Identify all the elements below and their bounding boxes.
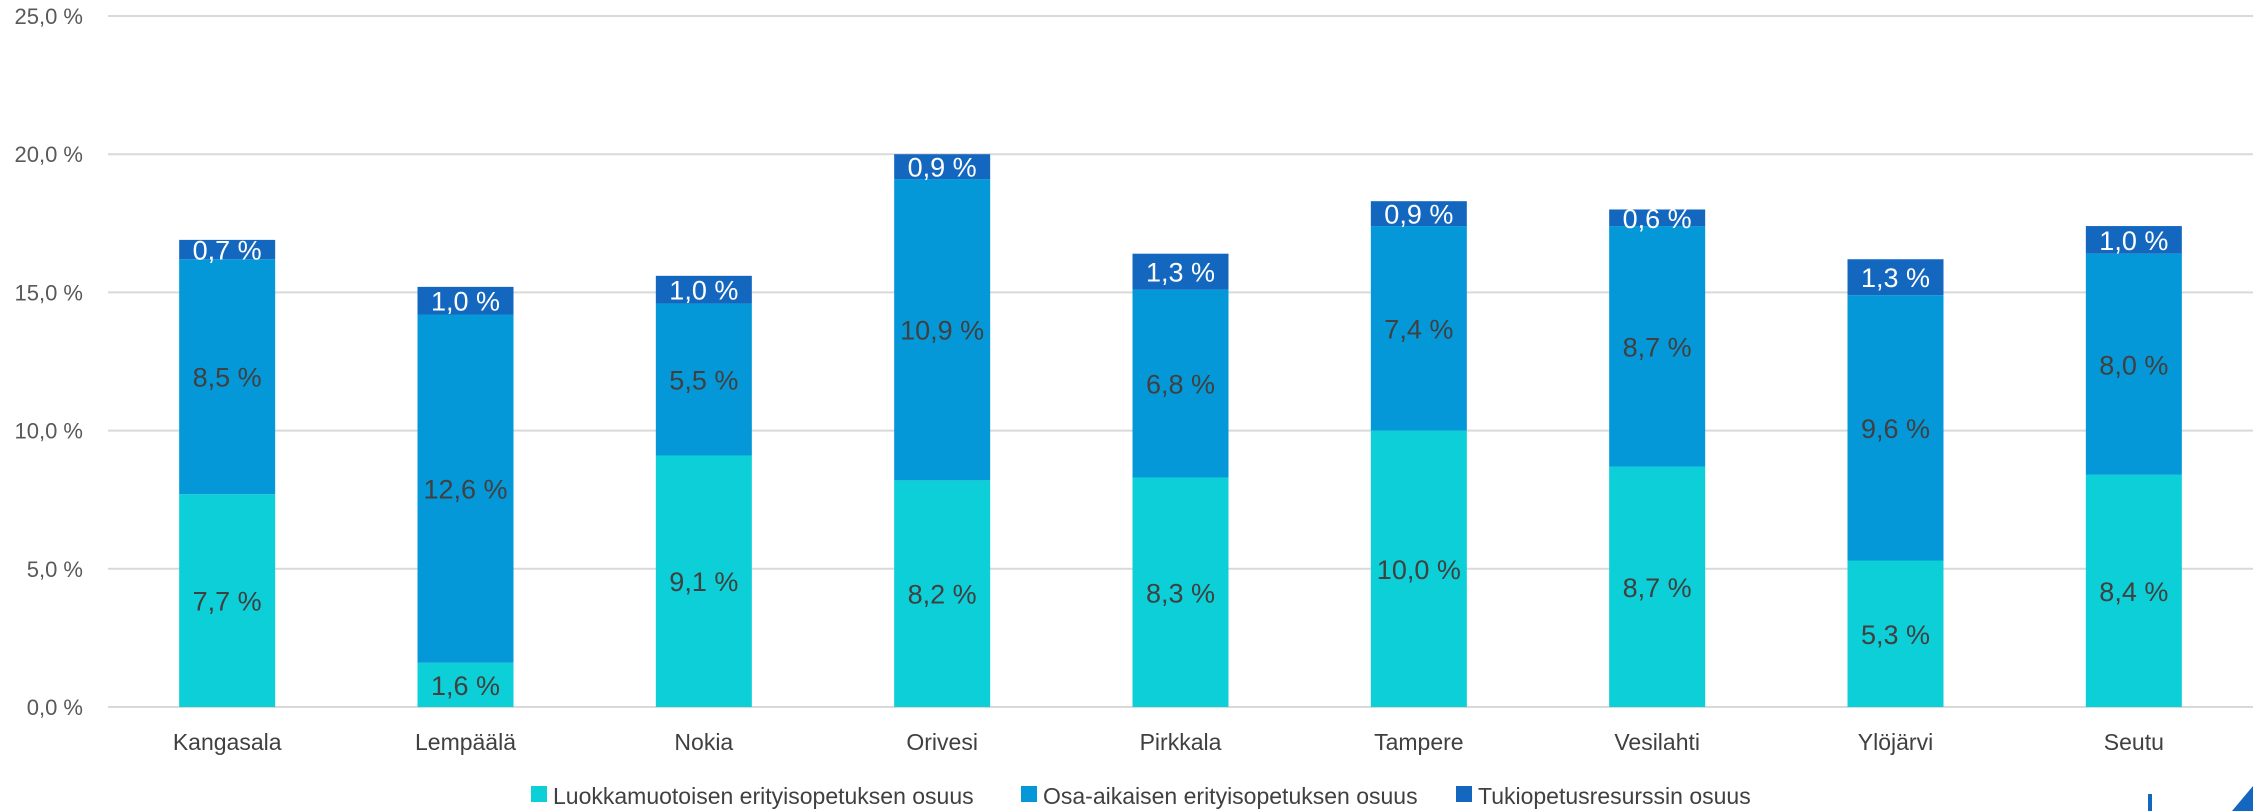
y-tick-label: 20,0 %	[15, 142, 84, 167]
y-tick-label: 5,0 %	[27, 557, 83, 582]
y-tick-label: 25,0 %	[15, 4, 84, 29]
bar-stack-orivesi: 8,2 % 10,9 % 0,9 %	[894, 153, 991, 707]
x-category-label: Lempäälä	[415, 729, 516, 755]
bar-segment	[1847, 295, 1944, 561]
x-category-label: Kangasala	[173, 729, 282, 755]
y-axis-tick-labels: 0,0 % 5,0 % 10,0 % 15,0 % 20,0 % 25,0 %	[15, 4, 84, 720]
data-label: 0,9 %	[1384, 200, 1453, 230]
data-label: 1,0 %	[2099, 226, 2168, 256]
data-label: 1,6 %	[431, 671, 500, 701]
logo-fragment	[2148, 786, 2253, 811]
data-label: 10,0 %	[1377, 555, 1461, 585]
bar-segment	[894, 154, 991, 180]
data-label: 0,9 %	[908, 153, 977, 183]
data-label: 12,6 %	[423, 475, 507, 505]
data-label: 8,3 %	[1146, 578, 1215, 608]
bar-segment	[179, 494, 276, 707]
bar-segment	[417, 314, 514, 663]
bar-segment	[179, 259, 276, 495]
data-label: 8,5 %	[193, 363, 262, 393]
bar-segment	[1132, 253, 1229, 290]
bar-segment	[894, 179, 991, 481]
bar-segment	[655, 275, 752, 304]
data-label: 7,7 %	[193, 587, 262, 617]
bar-segment	[2085, 474, 2182, 707]
legend-swatch	[1456, 786, 1472, 802]
legend-label: Tukiopetusresurssin osuus	[1478, 783, 1751, 809]
data-label: 8,2 %	[908, 580, 977, 610]
bar-segment	[2085, 226, 2182, 254]
legend-swatch	[531, 786, 547, 802]
bar-segment	[1847, 259, 1944, 296]
x-category-label: Ylöjärvi	[1858, 729, 1933, 755]
bar-stack-pirkkala: 8,3 % 6,8 % 1,3 %	[1132, 253, 1229, 707]
bar-segment	[1370, 226, 1467, 431]
data-label: 10,9 %	[900, 316, 984, 346]
data-label: 1,0 %	[431, 287, 500, 317]
data-label: 8,7 %	[1623, 573, 1692, 603]
data-label: 9,6 %	[1861, 414, 1930, 444]
legend: Luokkamuotoisen erityisopetuksen osuus Os…	[531, 783, 1751, 809]
data-label: 9,1 %	[669, 567, 738, 597]
x-category-label: Seutu	[2104, 729, 2164, 755]
data-label: 8,7 %	[1623, 332, 1692, 362]
x-category-label: Tampere	[1374, 729, 1463, 755]
bar-segment	[179, 239, 276, 260]
bar-segment	[2085, 253, 2182, 475]
bar-segment	[1609, 226, 1706, 467]
bar-segment	[1847, 560, 1944, 707]
bar-segment	[1609, 466, 1706, 707]
y-tick-label: 0,0 %	[27, 695, 83, 720]
bar-stack-nokia: 9,1 % 5,5 % 1,0 %	[655, 275, 752, 707]
x-category-label: Orivesi	[906, 729, 978, 755]
legend-item-osa-aikaisen-erityisopetuksen-osuus: Osa-aikaisen erityisopetuksen osuus	[1021, 783, 1418, 809]
data-label: 8,4 %	[2099, 577, 2168, 607]
bar-segment	[1132, 477, 1229, 707]
data-label: 5,5 %	[669, 365, 738, 395]
x-axis-category-labels: Kangasala Lempäälä Nokia Orivesi Pirkkala Tam…	[173, 729, 2164, 755]
data-label: 1,0 %	[669, 276, 738, 306]
bar-stack-kangasala: 7,7 % 8,5 % 0,7 %	[179, 236, 276, 707]
bar-stack-lempaala: 1,6 % 12,6 % 1,0 %	[417, 286, 514, 707]
x-category-label: Nokia	[674, 729, 733, 755]
data-label: 8,0 %	[2099, 350, 2168, 380]
bar-segment	[1132, 289, 1229, 478]
data-label: 6,8 %	[1146, 370, 1215, 400]
data-label: 1,3 %	[1861, 263, 1930, 293]
bar-segment	[1609, 209, 1706, 227]
legend-swatch	[1021, 786, 1037, 802]
legend-label: Luokkamuotoisen erityisopetuksen osuus	[553, 783, 974, 809]
legend-item-luokkamuotoisen-erityisopetuksen-osuus: Luokkamuotoisen erityisopetuksen osuus	[531, 783, 974, 809]
bar-segment	[417, 662, 514, 707]
bar-stack-seutu: 8,4 % 8,0 % 1,0 %	[2085, 226, 2182, 707]
bar-stack-vesilahti: 8,7 % 8,7 % 0,6 %	[1609, 204, 1706, 707]
bar-segment	[417, 286, 514, 315]
y-tick-label: 15,0 %	[15, 280, 84, 305]
bar-segment	[655, 303, 752, 456]
bars: 7,7 % 8,5 % 0,7 % 1,6 % 12,6 % 1,0 % 9,1 % 5,5 …	[179, 153, 2182, 707]
bar-stack-tampere: 10,0 % 7,4 % 0,9 %	[1370, 200, 1467, 707]
x-category-label: Pirkkala	[1140, 729, 1222, 755]
bar-segment	[1370, 430, 1467, 707]
bar-stack-ylojarvi: 5,3 % 9,6 % 1,3 %	[1847, 259, 1944, 707]
data-label: 7,4 %	[1384, 314, 1453, 344]
y-tick-label: 10,0 %	[15, 419, 84, 444]
bar-segment	[655, 455, 752, 707]
legend-label: Osa-aikaisen erityisopetuksen osuus	[1043, 783, 1418, 809]
bar-segment	[894, 480, 991, 707]
x-category-label: Vesilahti	[1614, 729, 1700, 755]
data-label: 1,3 %	[1146, 258, 1215, 288]
legend-item-tukiopetusresurssin-osuus: Tukiopetusresurssin osuus	[1456, 783, 1751, 809]
data-label: 0,7 %	[193, 236, 262, 266]
bar-segment	[1370, 201, 1467, 227]
data-label: 5,3 %	[1861, 620, 1930, 650]
data-label: 0,6 %	[1623, 204, 1692, 234]
